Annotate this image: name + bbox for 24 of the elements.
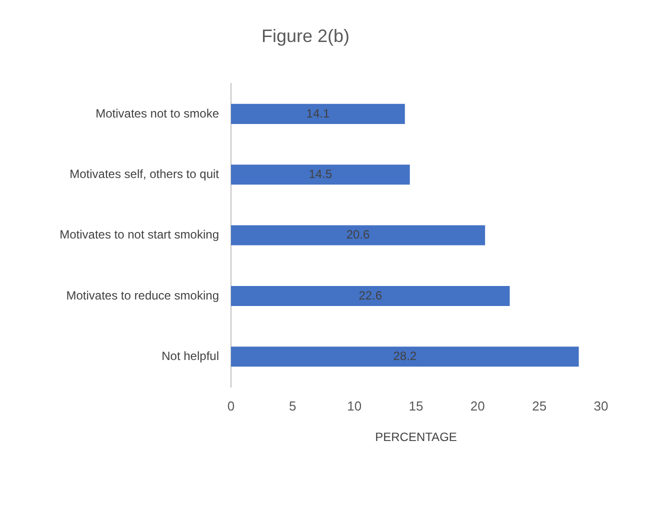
y-tick-label: Motivates not to smoke — [96, 106, 220, 120]
x-tick-label: 20 — [470, 398, 485, 414]
y-tick-label: Motivates self, others to quit — [70, 166, 220, 181]
x-tick-label: 0 — [227, 398, 235, 414]
data-label: 28.2 — [393, 348, 417, 363]
bar — [231, 104, 405, 124]
data-label: 22.6 — [358, 288, 382, 302]
x-tick-label: 10 — [347, 398, 362, 414]
y-tick-label: Motivates to not start smoking — [60, 228, 219, 242]
y-tick-label: Not helpful — [162, 348, 219, 363]
data-label: 14.5 — [308, 166, 332, 181]
y-tick-label: Motivates to reduce smoking — [66, 288, 219, 302]
bar — [231, 286, 510, 306]
data-label: 20.6 — [346, 228, 370, 242]
chart-title: Figure 2(b) — [261, 26, 350, 46]
x-tick-label: 30 — [594, 398, 608, 414]
bar — [231, 225, 486, 246]
bar — [231, 346, 579, 367]
data-label: 14.1 — [306, 106, 330, 120]
x-tick-label: 25 — [532, 398, 547, 414]
x-tick-label: 15 — [408, 398, 424, 414]
bar — [231, 164, 410, 185]
x-axis-title: PERCENTAGE — [375, 430, 457, 444]
x-tick-label: 5 — [289, 398, 296, 414]
